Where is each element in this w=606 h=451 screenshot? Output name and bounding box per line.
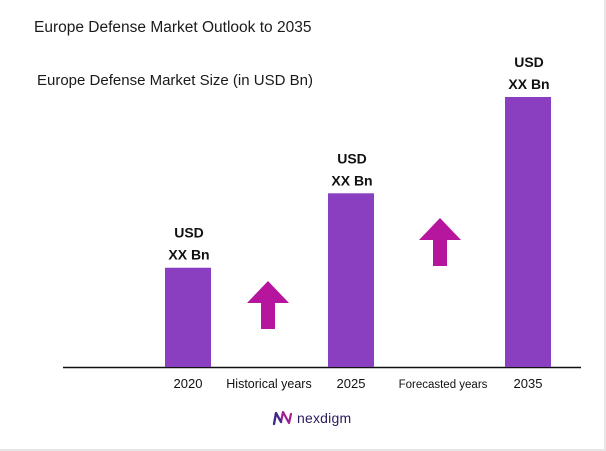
data-label-2025-line1: USD <box>337 150 367 166</box>
data-label-2035-line2: XX Bn <box>508 76 549 92</box>
chart-title: Europe Defense Market Size (in USD Bn) <box>37 72 313 89</box>
growth-arrow-icon-forecast <box>419 218 461 266</box>
x-tick-2025: 2025 <box>337 376 366 391</box>
data-label-2020-line1: USD <box>174 225 204 241</box>
data-label-2035-line1: USD <box>514 54 544 70</box>
data-label-2025-line2: XX Bn <box>331 172 372 188</box>
nexdigm-logo-icon <box>272 410 292 426</box>
growth-arrow-icon-historical <box>247 281 289 329</box>
x-tick-2020: 2020 <box>174 376 203 391</box>
nexdigm-logo: nexdigm <box>272 409 351 427</box>
bar-2035 <box>505 97 551 367</box>
x-tick-2035: 2035 <box>514 376 543 391</box>
bar-2025 <box>328 193 374 367</box>
period-label-1: Historical years <box>226 377 311 391</box>
period-label-2: Forecasted years <box>399 379 488 391</box>
logo-text: nexdigm <box>297 410 352 426</box>
page-title: Europe Defense Market Outlook to 2035 <box>34 19 312 36</box>
bar-2020 <box>165 267 211 367</box>
data-label-2020-line2: XX Bn <box>168 247 209 263</box>
